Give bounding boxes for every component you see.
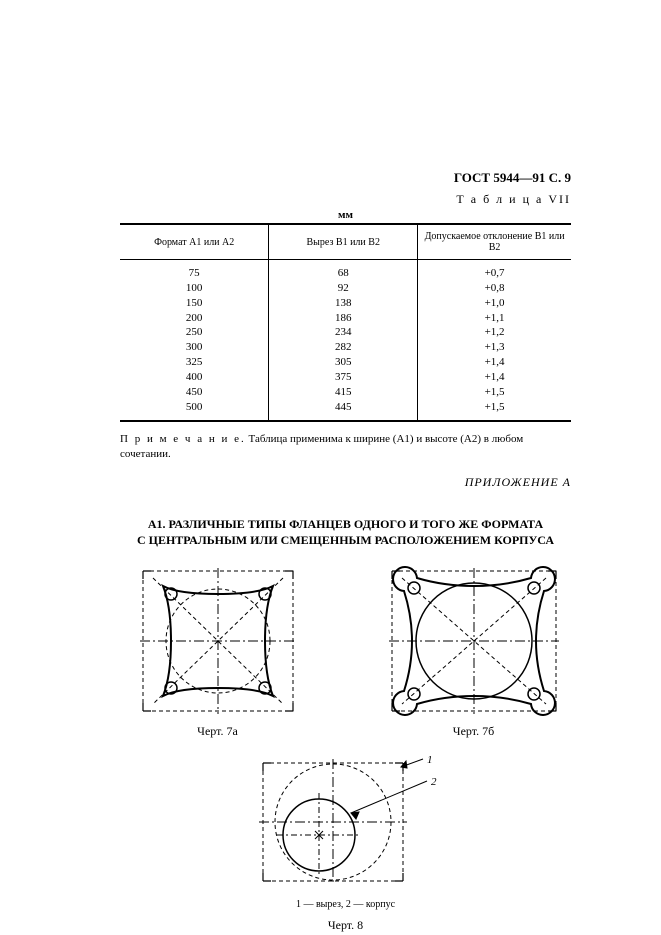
table-cell: 92 <box>269 281 418 296</box>
table-cell: +1,0 <box>418 296 571 311</box>
table-cell: +0,8 <box>418 281 571 296</box>
table-cell: +1,5 <box>418 385 571 400</box>
fig7b-label: Черт. 7б <box>376 724 571 739</box>
table-cell: 282 <box>269 340 418 355</box>
figure-7a-svg <box>133 566 303 716</box>
doc-header: ГОСТ 5944—91 С. 9 <box>120 170 571 186</box>
section-title-line1: А1. РАЗЛИЧНЫЕ ТИПЫ ФЛАНЦЕВ ОДНОГО И ТОГО… <box>148 517 543 531</box>
table-cell: 500 <box>120 400 269 422</box>
table-note: П р и м е ч а н и е. Таблица применима к… <box>120 432 571 461</box>
fig8-legend: 1 — вырез, 2 — корпус <box>120 899 571 910</box>
table-cell: 100 <box>120 281 269 296</box>
table-cell: 445 <box>269 400 418 422</box>
fig7a-label: Черт. 7а <box>120 724 315 739</box>
table-cell: 68 <box>269 260 418 281</box>
data-table: Формат A1 или A2 Вырез B1 или B2 Допуска… <box>120 223 571 422</box>
table-cell: +1,4 <box>418 355 571 370</box>
figures-row: Черт. 7а <box>120 566 571 739</box>
figure-7b-block: Черт. 7б <box>376 566 571 739</box>
leader-1: 1 <box>427 754 433 766</box>
table-row: 200186+1,1 <box>120 311 571 326</box>
table-row: 325305+1,4 <box>120 355 571 370</box>
table-cell: 375 <box>269 370 418 385</box>
figure-8-svg: 1 2 <box>251 753 441 893</box>
figure-7a-block: Черт. 7а <box>120 566 315 739</box>
table-cell: 300 <box>120 340 269 355</box>
note-label: П р и м е ч а н и е. <box>120 433 246 445</box>
table-row: 400375+1,4 <box>120 370 571 385</box>
fig8-label: Черт. 8 <box>120 918 571 933</box>
page: ГОСТ 5944—91 С. 9 Т а б л и ц а VII мм Ф… <box>0 0 661 935</box>
table-cell: 234 <box>269 325 418 340</box>
table-cell: +1,1 <box>418 311 571 326</box>
table-cell: +1,2 <box>418 325 571 340</box>
table-cell: 415 <box>269 385 418 400</box>
table-cell: 400 <box>120 370 269 385</box>
table-row: 150138+1,0 <box>120 296 571 311</box>
section-title: А1. РАЗЛИЧНЫЕ ТИПЫ ФЛАНЦЕВ ОДНОГО И ТОГО… <box>120 516 571 548</box>
table-cell: 75 <box>120 260 269 281</box>
table-row: 300282+1,3 <box>120 340 571 355</box>
appendix-label: ПРИЛОЖЕНИЕ А <box>120 475 571 490</box>
col-1: Вырез B1 или B2 <box>307 237 380 248</box>
table-row: 7568+0,7 <box>120 260 571 281</box>
table-cell: 138 <box>269 296 418 311</box>
table-cell: +1,5 <box>418 400 571 422</box>
figure-8-block: 1 2 1 — вырез, 2 — корпус Черт. 8 <box>120 753 571 933</box>
unit-label: мм <box>120 209 571 221</box>
leader-2: 2 <box>431 776 437 788</box>
col-2: Допускаемое отклонение B1 или B2 <box>425 231 565 253</box>
table-row: 10092+0,8 <box>120 281 571 296</box>
table-cell: +0,7 <box>418 260 571 281</box>
table-row: 500445+1,5 <box>120 400 571 422</box>
table-cell: 150 <box>120 296 269 311</box>
table-cell: +1,3 <box>418 340 571 355</box>
table-cell: +1,4 <box>418 370 571 385</box>
table-cell: 186 <box>269 311 418 326</box>
figure-7b-svg <box>384 566 564 716</box>
table-row: 450415+1,5 <box>120 385 571 400</box>
col-0: Формат A1 или A2 <box>154 237 234 248</box>
section-title-line2: С ЦЕНТРАЛЬНЫМ ИЛИ СМЕЩЕННЫМ РАСПОЛОЖЕНИЕ… <box>137 533 554 547</box>
table-cell: 305 <box>269 355 418 370</box>
table-cell: 325 <box>120 355 269 370</box>
table-label: Т а б л и ц а VII <box>120 192 571 207</box>
table-cell: 200 <box>120 311 269 326</box>
table-cell: 450 <box>120 385 269 400</box>
table-row: 250234+1,2 <box>120 325 571 340</box>
table-cell: 250 <box>120 325 269 340</box>
